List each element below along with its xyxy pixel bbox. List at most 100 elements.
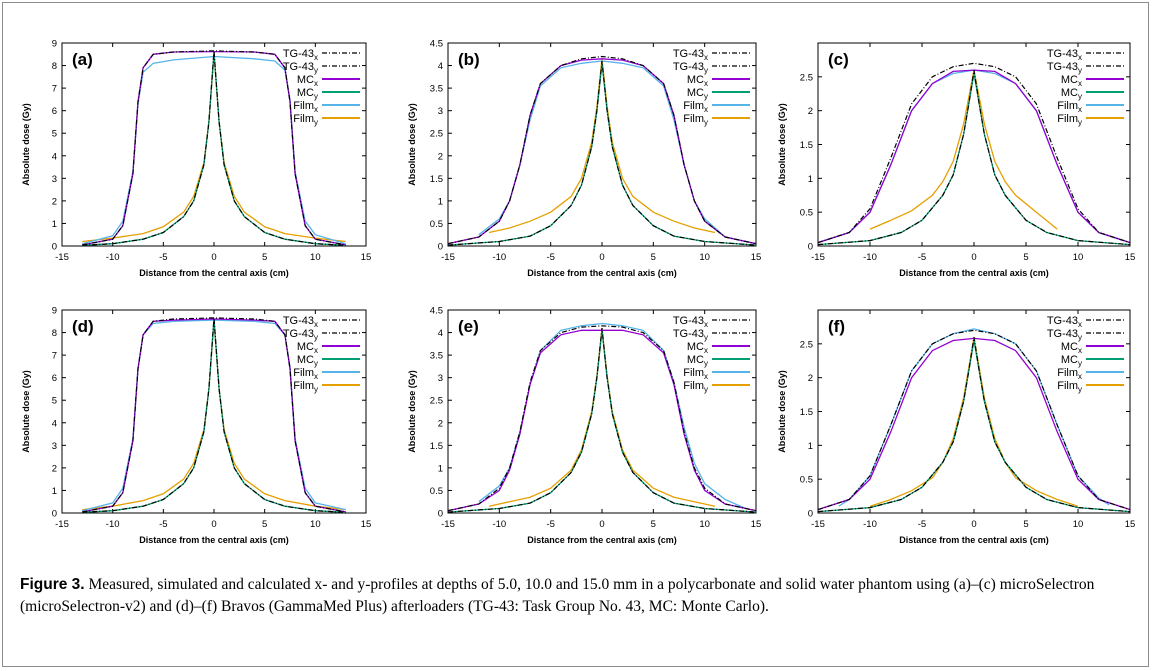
series-line-tg-43x	[818, 62, 1130, 244]
legend-entry-tg-43y: TG-43y	[673, 328, 750, 342]
x-axis-label: Distance from the central axis (cm)	[527, 268, 677, 278]
legend-label: MCy	[297, 87, 318, 101]
legend-label: TG-43x	[283, 315, 318, 329]
legend-entry-tg-43y: TG-43y	[283, 61, 360, 75]
legend-label: Filmx	[1057, 367, 1082, 381]
x-tick-label: 15	[751, 519, 762, 530]
y-tick-label: 5	[52, 396, 57, 407]
x-tick-label: -5	[918, 252, 926, 263]
legend-label: Filmx	[683, 100, 708, 114]
legend-label: MCx	[1061, 74, 1082, 88]
y-tick-label: 0	[808, 242, 813, 253]
legend-label: TG-43y	[673, 328, 708, 342]
figure-caption: Figure 3. Measured, simulated and calcul…	[20, 574, 1130, 618]
panel-label: (f)	[828, 317, 845, 336]
panel-label: (b)	[458, 50, 480, 69]
y-tick-label: 9	[52, 306, 57, 317]
series-line-tg-43y	[82, 50, 346, 246]
legend-label: Filmx	[1057, 100, 1082, 114]
legend-label: TG-43x	[673, 48, 708, 62]
panel-label: (c)	[828, 50, 849, 69]
y-tick-label: 2.5	[800, 72, 813, 83]
y-tick-label: 2	[52, 196, 57, 207]
panel-label: (e)	[458, 317, 479, 336]
plot-area	[61, 309, 367, 514]
legend-entry-filmx: Filmx	[1057, 100, 1124, 114]
x-tick-label: 15	[751, 252, 762, 263]
series-line-mcy	[448, 63, 756, 246]
legend-entry-mcx: MCx	[297, 341, 360, 355]
series-line-mcx	[818, 69, 1130, 244]
legend-entry-filmy: Filmy	[683, 380, 750, 394]
legend-label: MCy	[687, 87, 708, 101]
series-line-mcx	[448, 329, 756, 512]
series-line-tg-43x	[818, 329, 1130, 511]
x-tick-label: 10	[699, 252, 710, 263]
y-tick-label: 0.5	[800, 208, 813, 219]
series-line-mcx	[448, 58, 756, 245]
y-tick-label: 0.5	[800, 475, 813, 486]
panel-label: (a)	[72, 50, 93, 69]
legend-entry-filmy: Filmy	[1057, 113, 1124, 127]
series-line-filmy	[869, 336, 1079, 507]
plot-area	[61, 42, 367, 247]
series-line-tg-43y	[818, 70, 1130, 246]
legend-label: TG-43x	[283, 48, 318, 62]
series-line-filmx	[478, 60, 756, 245]
legend-label: MCx	[297, 74, 318, 88]
x-axis-label: Distance from the central axis (cm)	[527, 535, 677, 545]
y-axis-label: Absolute dose (Gy)	[21, 103, 31, 186]
series-line-tg-43y	[82, 317, 346, 513]
y-tick-label: 9	[52, 39, 57, 50]
chart-panel-f: -15 -10 -5 0 5 10 15 0 0.5 1 1.5 2 2.5 Distance from …	[777, 309, 1135, 545]
x-axis-label: Distance from the central axis (cm)	[899, 268, 1049, 278]
x-tick-label: 0	[211, 252, 216, 263]
legend-entry-filmy: Filmy	[1057, 380, 1124, 394]
legend-label: MCx	[1061, 341, 1082, 355]
y-tick-label: 4.5	[430, 39, 443, 50]
x-tick-label: 15	[361, 519, 372, 530]
x-tick-label: 5	[651, 252, 656, 263]
x-tick-label: -15	[811, 252, 825, 263]
y-tick-label: 1	[438, 463, 443, 474]
x-tick-label: 5	[1023, 519, 1028, 530]
y-tick-label: 0	[808, 509, 813, 520]
x-tick-label: -15	[55, 519, 69, 530]
legend-label: Filmx	[683, 367, 708, 381]
legend-entry-mcx: MCx	[297, 74, 360, 88]
chart-panel-b: -15 -10 -5 0 5 10 15 0 0.5 1 1.5 2 2.5 3 3.5 4 4.5 Distan…	[407, 39, 761, 279]
legend-label: Filmy	[1057, 380, 1082, 394]
legend-label: TG-43y	[283, 328, 318, 342]
series-line-mcy	[448, 330, 756, 513]
series-line-tg-43x	[82, 50, 346, 246]
y-tick-label: 0	[438, 509, 443, 520]
series-line-tg-43x	[448, 55, 756, 245]
plot-area	[447, 42, 757, 247]
x-tick-label: 0	[599, 252, 604, 263]
legend-entry-tg-43x: TG-43x	[1047, 315, 1124, 329]
legend-entry-filmx: Filmx	[683, 367, 750, 381]
x-tick-label: -10	[863, 519, 877, 530]
legend-label: TG-43y	[1047, 61, 1082, 75]
x-tick-label: -5	[159, 252, 167, 263]
legend-entry-mcy: MCy	[297, 354, 360, 368]
y-tick-label: 8	[52, 328, 57, 339]
y-tick-label: 2.5	[430, 396, 443, 407]
y-tick-label: 4	[52, 418, 57, 429]
legend-entry-mcy: MCy	[297, 87, 360, 101]
legend-entry-filmx: Filmx	[293, 100, 360, 114]
legend-entry-tg-43x: TG-43x	[673, 315, 750, 329]
series-line-mcx	[818, 337, 1130, 511]
legend-entry-tg-43y: TG-43y	[673, 61, 750, 75]
legend-entry-mcx: MCx	[1061, 74, 1124, 88]
legend-entry-mcy: MCy	[1061, 354, 1124, 368]
caption-text: Measured, simulated and calculated x- an…	[20, 576, 1095, 615]
y-tick-label: 3	[52, 174, 57, 185]
y-axis-label: Absolute dose (Gy)	[407, 103, 417, 186]
chart-panel-d: -15 -10 -5 0 5 10 15 0 1 2 3 4 5 6 7 8 9 Distance from th…	[21, 306, 371, 546]
series-line-tg-43y	[448, 327, 756, 513]
y-tick-label: 2	[438, 418, 443, 429]
legend-label: TG-43y	[283, 61, 318, 75]
legend-label: MCy	[297, 354, 318, 368]
y-axis-label: Absolute dose (Gy)	[407, 370, 417, 453]
